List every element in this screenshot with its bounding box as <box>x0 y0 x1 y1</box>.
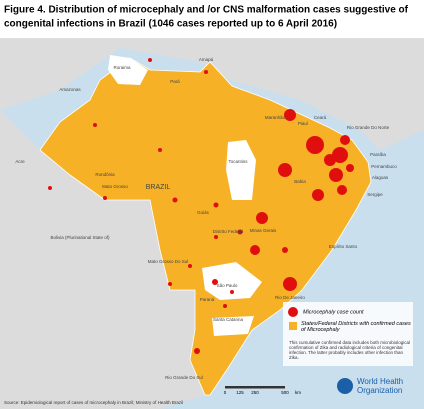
legend-symbol <box>288 307 298 317</box>
case-circle <box>332 147 348 163</box>
scale-label: km <box>295 390 301 395</box>
map-label: Rio Grande Do Norte <box>347 125 390 130</box>
legend-label: States/Federal Districts with confirmed … <box>301 321 411 333</box>
map-label: Rio De Janeiro <box>275 295 305 300</box>
map-label: São Paulo <box>217 283 238 288</box>
case-circle <box>223 304 227 308</box>
legend-symbol <box>289 322 297 330</box>
map-label: Espírito Santo <box>329 244 358 249</box>
land-south <box>0 110 205 409</box>
map-label: Pará <box>170 79 180 84</box>
map-label: Acre <box>15 159 25 164</box>
note: This cumulative confirmed data includes … <box>289 340 411 360</box>
case-circle <box>337 185 347 195</box>
map-label: Rondônia <box>95 172 115 177</box>
case-circle <box>214 235 218 239</box>
case-circle <box>212 279 218 285</box>
map-label: Bahia <box>294 179 306 184</box>
map-label: BRAZIL <box>146 184 171 191</box>
legend-label: Microcephaly case count <box>303 309 364 315</box>
map-label: Mato Grosso <box>102 184 128 189</box>
case-circle <box>256 212 268 224</box>
brazil <box>39 57 372 396</box>
case-circle <box>93 123 97 127</box>
case-circle <box>188 264 192 268</box>
case-circle <box>340 135 350 145</box>
case-circle <box>172 197 178 203</box>
title: Figure 4. Distribution of microcephaly a… <box>4 5 409 16</box>
case-circle <box>284 109 296 121</box>
map-label: Paraíba <box>370 152 386 157</box>
case-circle <box>324 154 336 166</box>
case-circle <box>204 70 208 74</box>
map-label: Maranhão <box>265 115 286 120</box>
case-circle <box>283 277 297 291</box>
case-circle <box>329 168 343 182</box>
case-circle <box>346 164 354 172</box>
map-label: Rio Grande Do Sul <box>165 375 203 380</box>
map-label: Ceará <box>314 115 327 120</box>
case-circle <box>306 136 324 154</box>
map-label: Sergipe <box>367 192 383 197</box>
land-north <box>0 38 424 150</box>
case-circle <box>48 186 52 190</box>
scale-label: 500 <box>281 390 289 395</box>
scale-label: 125 <box>236 390 244 395</box>
case-circle <box>168 282 172 286</box>
case-circle <box>250 245 260 255</box>
note-box: This cumulative confirmed data includes … <box>289 340 411 360</box>
case-circle <box>278 163 292 177</box>
organization: World Health <box>357 377 403 386</box>
map-label: Goiás <box>197 210 210 215</box>
case-circle <box>282 247 288 253</box>
map-label: Piauí <box>298 121 309 126</box>
map-label: Pernambuco <box>371 164 397 169</box>
map-label: Mato Grosso Do Sul <box>148 259 189 264</box>
case-circle <box>213 202 219 208</box>
who-logo <box>337 378 353 394</box>
map-label: Alagoas <box>372 175 389 180</box>
map-label: Santa Catarina <box>213 317 244 322</box>
scale-bar <box>225 386 285 389</box>
case-circle <box>158 148 162 152</box>
source: Source: Epidemiological report of cases … <box>4 400 183 405</box>
map-label: Tocantins <box>228 159 248 164</box>
legend-box <box>283 302 413 366</box>
case-circle <box>237 229 243 235</box>
map-label: Minas Gerais <box>250 228 277 233</box>
map-label: Amazonas <box>59 87 81 92</box>
scale-label: 0 <box>224 390 227 395</box>
scale-label: 250 <box>251 390 259 395</box>
legend-label-box: States/Federal Districts with confirmed … <box>301 321 411 333</box>
case-circle <box>312 189 324 201</box>
state-white <box>108 55 148 85</box>
map-label: Distrito Federal <box>213 229 244 234</box>
map-label: Bolivia (Plurinational State of) <box>50 235 110 240</box>
map-label: Amapá <box>199 57 214 62</box>
case-circle <box>230 290 234 294</box>
map-label: Roraima <box>113 65 131 70</box>
organization: Organization <box>357 386 402 395</box>
title: congenital infections in Brazil (1046 ca… <box>4 19 337 30</box>
state-white <box>226 140 256 200</box>
state-white <box>212 316 254 336</box>
case-circle <box>194 348 200 354</box>
case-circle <box>148 58 152 62</box>
case-circle <box>103 196 107 200</box>
state-white <box>202 262 262 300</box>
map-label: Paraná <box>200 297 215 302</box>
